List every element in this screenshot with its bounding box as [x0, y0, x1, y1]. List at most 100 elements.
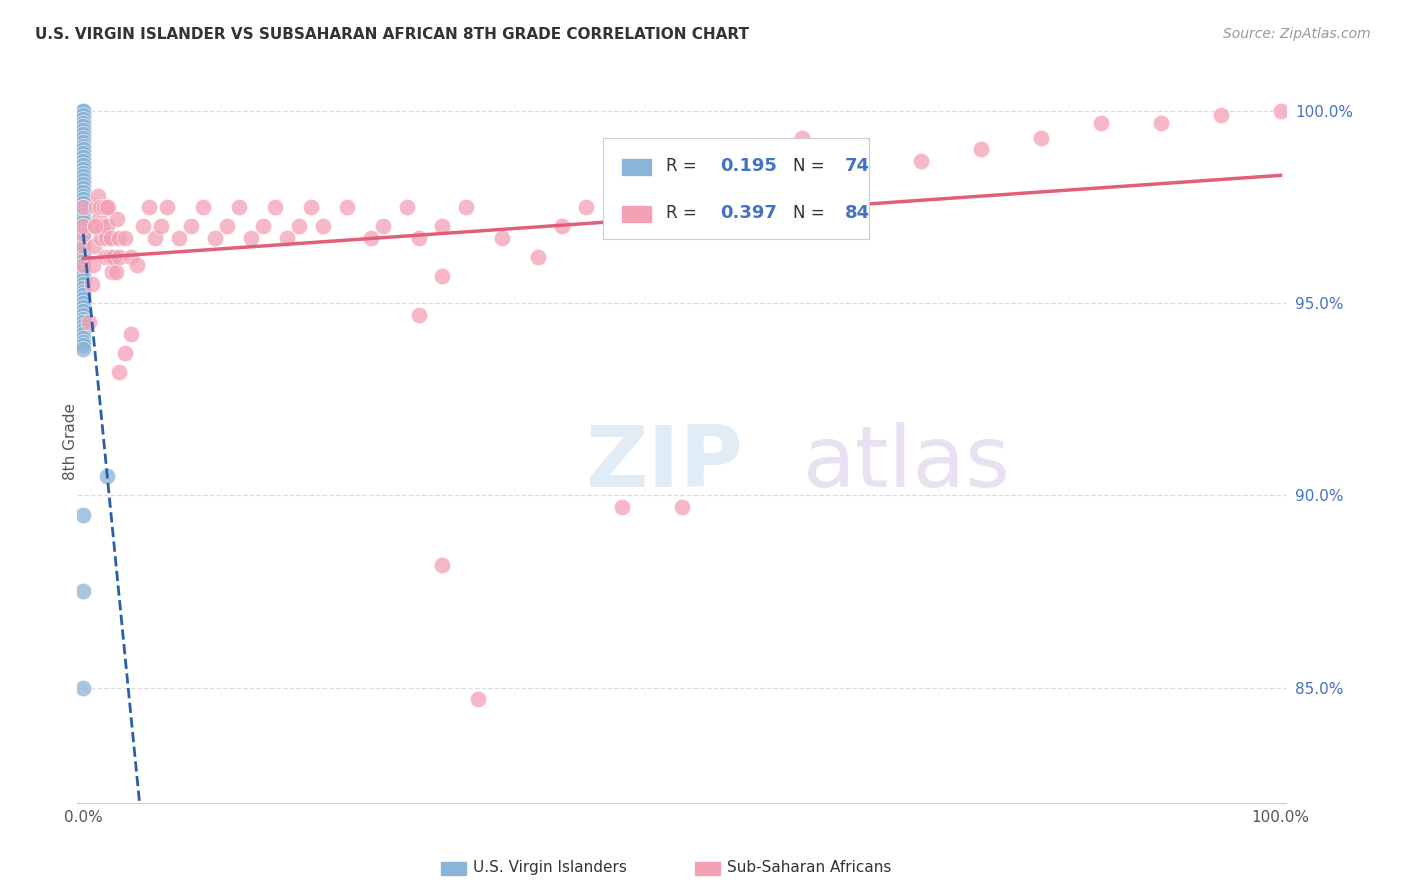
- Point: [72, 127, 94, 141]
- Point: [72, 223, 94, 237]
- Point: [1150, 115, 1173, 129]
- Point: [72, 103, 94, 118]
- Point: [491, 231, 513, 245]
- Point: [72, 273, 94, 287]
- Point: [72, 584, 94, 599]
- Point: [72, 103, 94, 118]
- Point: [72, 331, 94, 345]
- Point: [103, 250, 125, 264]
- Point: [156, 200, 179, 214]
- Point: [96, 200, 118, 214]
- Point: [72, 254, 94, 268]
- Text: R =: R =: [666, 204, 702, 222]
- Text: atlas: atlas: [803, 422, 1011, 505]
- Point: [432, 219, 454, 234]
- Point: [72, 300, 94, 314]
- Point: [96, 469, 118, 483]
- Point: [72, 103, 94, 118]
- Point: [72, 285, 94, 299]
- Point: [72, 293, 94, 307]
- Point: [72, 334, 94, 349]
- Point: [72, 238, 94, 252]
- Point: [72, 288, 94, 302]
- Point: [72, 193, 94, 207]
- Point: [72, 188, 94, 202]
- Point: [527, 250, 550, 264]
- Point: [80, 277, 103, 291]
- Point: [108, 365, 131, 379]
- Point: [86, 200, 108, 214]
- Point: [191, 200, 214, 214]
- Point: [575, 200, 598, 214]
- Point: [228, 200, 250, 214]
- Point: [395, 200, 418, 214]
- Point: [90, 231, 112, 245]
- Point: [84, 219, 107, 234]
- Point: [143, 231, 166, 245]
- Point: [72, 108, 94, 122]
- Point: [467, 692, 489, 706]
- Point: [1209, 108, 1232, 122]
- Point: [72, 173, 94, 187]
- Point: [72, 227, 94, 241]
- Point: [72, 200, 94, 214]
- Point: [114, 231, 136, 245]
- Point: [970, 143, 993, 157]
- Point: [72, 311, 94, 326]
- Point: [1029, 131, 1052, 145]
- Point: [72, 258, 94, 272]
- Point: [94, 250, 117, 264]
- Point: [72, 200, 94, 214]
- Point: [72, 219, 94, 234]
- Point: [72, 227, 94, 241]
- Text: R =: R =: [666, 157, 702, 175]
- Point: [910, 153, 932, 168]
- Point: [138, 200, 160, 214]
- Point: [72, 203, 94, 218]
- Text: N =: N =: [793, 157, 830, 175]
- Point: [72, 261, 94, 276]
- Point: [432, 558, 454, 572]
- FancyBboxPatch shape: [621, 204, 652, 223]
- Point: [72, 115, 94, 129]
- Y-axis label: 8th Grade: 8th Grade: [63, 403, 77, 480]
- Point: [72, 138, 94, 153]
- FancyBboxPatch shape: [695, 861, 721, 877]
- Point: [299, 200, 322, 214]
- Point: [72, 319, 94, 334]
- Point: [84, 219, 107, 234]
- Point: [86, 188, 108, 202]
- Point: [239, 231, 262, 245]
- Point: [731, 143, 754, 157]
- Point: [551, 219, 574, 234]
- Point: [72, 165, 94, 179]
- Point: [72, 304, 94, 318]
- Point: [72, 185, 94, 199]
- Point: [72, 131, 94, 145]
- Point: [72, 169, 94, 184]
- Point: [72, 246, 94, 260]
- Point: [120, 326, 142, 341]
- Point: [72, 243, 94, 257]
- Point: [72, 296, 94, 310]
- Point: [94, 231, 117, 245]
- Point: [93, 200, 115, 214]
- Point: [72, 238, 94, 252]
- Point: [132, 219, 155, 234]
- Point: [101, 265, 124, 279]
- Text: 84: 84: [845, 204, 870, 222]
- Point: [72, 177, 94, 191]
- Point: [89, 200, 111, 214]
- Point: [610, 181, 633, 195]
- Point: [72, 338, 94, 352]
- Point: [790, 131, 813, 145]
- Point: [72, 281, 94, 295]
- Point: [288, 219, 311, 234]
- Point: [276, 231, 298, 245]
- Point: [150, 219, 173, 234]
- Point: [167, 231, 190, 245]
- Point: [72, 103, 94, 118]
- Point: [72, 681, 94, 695]
- Point: [104, 265, 127, 279]
- Point: [72, 103, 94, 118]
